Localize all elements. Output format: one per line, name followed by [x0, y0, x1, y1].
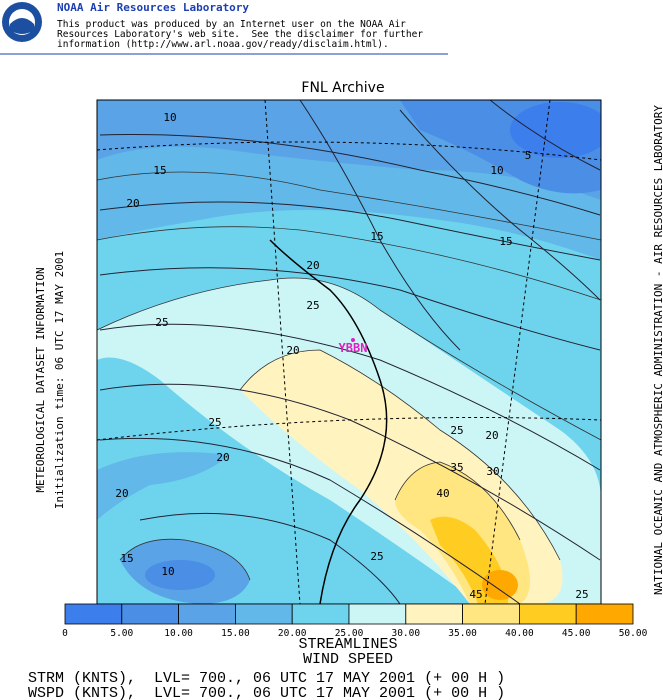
- colorbar-label: 35.00: [448, 628, 477, 639]
- colorbar-swatch: [348, 603, 407, 625]
- contour-label: 10: [163, 111, 176, 124]
- colorbar-label: 5.00: [110, 628, 133, 639]
- colorbar-swatch: [178, 603, 236, 625]
- contour-label: 25: [306, 299, 319, 312]
- contour-label: 15: [120, 552, 133, 565]
- left-label: METEOROLOGICAL DATASET INFORMATION: [34, 267, 47, 492]
- contour-label: 20: [126, 197, 139, 210]
- contour-label: 15: [499, 235, 512, 248]
- colorbar-swatch: [405, 603, 463, 625]
- right-label: NATIONAL OCEANIC AND ATMOSPHERIC ADMINIS…: [652, 105, 663, 595]
- colorbar-swatch: [575, 603, 634, 625]
- contour-label: 15: [153, 164, 166, 177]
- contour-label: 10: [161, 565, 174, 578]
- colorbar-swatch: [462, 603, 520, 625]
- contour-label: 20: [306, 259, 319, 272]
- colorbar-label: 0: [62, 628, 68, 639]
- contour-label: 45: [469, 588, 482, 601]
- colorbar-swatch: [64, 603, 123, 625]
- colorbar-label: 10.00: [164, 628, 193, 639]
- contour-label: 35: [450, 461, 463, 474]
- contour-label: 30: [486, 465, 499, 478]
- colorbar-swatch: [291, 603, 350, 625]
- colorbar-label: 30.00: [391, 628, 420, 639]
- contour-label: 25: [155, 316, 168, 329]
- station-label: YBBN: [339, 341, 368, 355]
- header-line: This product was produced by an Internet…: [57, 19, 406, 30]
- contour-label: 20: [115, 487, 128, 500]
- contour-label: 20: [286, 344, 299, 357]
- noaa-logo: [2, 2, 42, 42]
- colorbar-swatch: [121, 603, 180, 625]
- colorbar-label: 15.00: [221, 628, 250, 639]
- header-line: information (http://www.arl.noaa.gov/rea…: [57, 39, 389, 50]
- contour-label: 10: [490, 164, 503, 177]
- header-line: Resources Laboratory's web site. See the…: [57, 29, 423, 40]
- footer-line: STREAMLINES: [298, 636, 397, 653]
- colorbar-label: 45.00: [562, 628, 591, 639]
- left-label: Initialization time: 06 UTC 17 MAY 2001: [53, 251, 66, 509]
- contour-label: 25: [575, 588, 588, 601]
- footer-line: WSPD (KNTS), LVL= 700., 06 UTC 17 MAY 20…: [28, 685, 505, 700]
- colorbar-swatch: [519, 603, 577, 625]
- contour-label: 25: [208, 416, 221, 429]
- footer-line: STRM (KNTS), LVL= 700., 06 UTC 17 MAY 20…: [28, 670, 505, 687]
- contour-label: 20: [216, 451, 229, 464]
- contour-label: 20: [485, 429, 498, 442]
- contour-label: 40: [436, 487, 449, 500]
- map-field: [97, 100, 601, 604]
- colorbar-label: 20.00: [278, 628, 307, 639]
- colorbar-label: 40.00: [505, 628, 534, 639]
- colorbar-label: 50.00: [619, 628, 648, 639]
- colorbar-label: 25.00: [335, 628, 364, 639]
- contour-label: 15: [370, 230, 383, 243]
- contour-label: 25: [370, 550, 383, 563]
- header-title: NOAA Air Resources Laboratory: [57, 1, 249, 14]
- map-title: FNL Archive: [301, 80, 384, 96]
- footer-line: WIND SPEED: [303, 651, 393, 668]
- contour-label: 5: [525, 149, 532, 162]
- colorbar-swatch: [234, 603, 293, 625]
- contour-label: 25: [450, 424, 463, 437]
